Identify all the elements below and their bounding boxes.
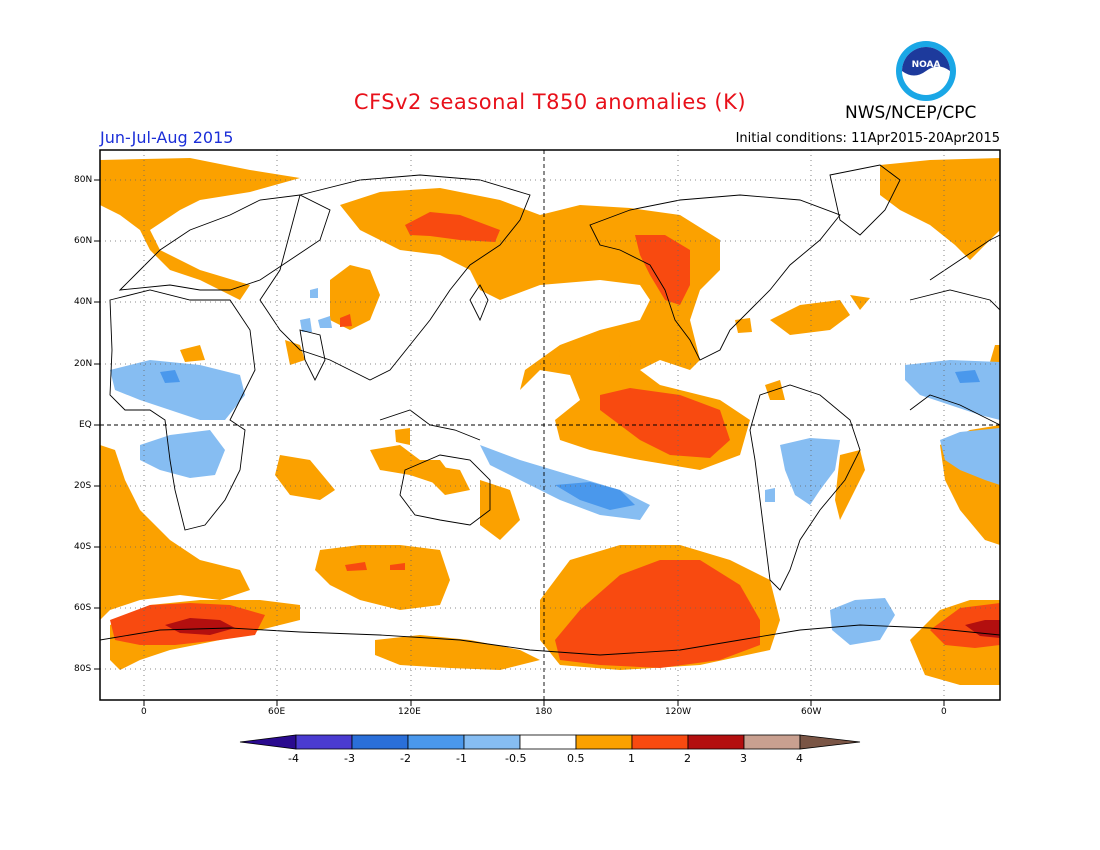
lon-label: 0 <box>941 707 947 717</box>
lat-label: 20N <box>74 359 93 369</box>
lat-label: 20S <box>74 481 92 491</box>
colorbar <box>239 734 861 750</box>
lat-label: 40N <box>74 297 93 307</box>
lat-label: EQ <box>79 420 92 430</box>
map-title: CFSv2 seasonal T850 anomalies (K) <box>353 90 747 114</box>
agency-label: NWS/NCEP/CPC <box>845 103 977 123</box>
lon-label: 180 <box>535 707 553 717</box>
lon-label: 60E <box>268 707 286 717</box>
colorbar-label: -3 <box>344 752 355 765</box>
colorbar-label: -1 <box>456 752 467 765</box>
colorbar-label: 2 <box>684 752 691 765</box>
lon-label: 60W <box>801 707 822 717</box>
forecast-period: Jun-Jul-Aug 2015 <box>100 128 234 147</box>
lat-label: 40S <box>74 542 92 552</box>
colorbar-label: 4 <box>796 752 803 765</box>
lat-label: 60S <box>74 603 92 613</box>
moderate-cool-anomaly-regions <box>160 370 980 510</box>
strong-warm-anomaly-regions <box>110 212 1000 668</box>
colorbar-label: -4 <box>288 752 299 765</box>
lat-label: 80N <box>74 175 93 185</box>
reference-lines <box>100 150 1000 700</box>
lat-label: 80S <box>74 664 92 674</box>
colorbar-label: 0.5 <box>567 752 585 765</box>
initial-conditions: Initial conditions: 11Apr2015-20Apr2015 <box>735 131 1000 146</box>
coastlines <box>100 164 1000 656</box>
lon-label: 120W <box>665 707 692 717</box>
svg-text:NOAA: NOAA <box>912 60 941 70</box>
colorbar-label: 1 <box>628 752 635 765</box>
lat-label: 60N <box>74 236 93 246</box>
lon-label: 0 <box>141 707 147 717</box>
colorbar-label: -0.5 <box>505 752 527 765</box>
noaa-logo-icon: NOAA <box>896 41 956 101</box>
lon-label: 120E <box>398 707 421 717</box>
colorbar-label: -2 <box>400 752 411 765</box>
colorbar-label: 3 <box>740 752 747 765</box>
very-warm-anomaly-regions <box>165 618 1000 638</box>
